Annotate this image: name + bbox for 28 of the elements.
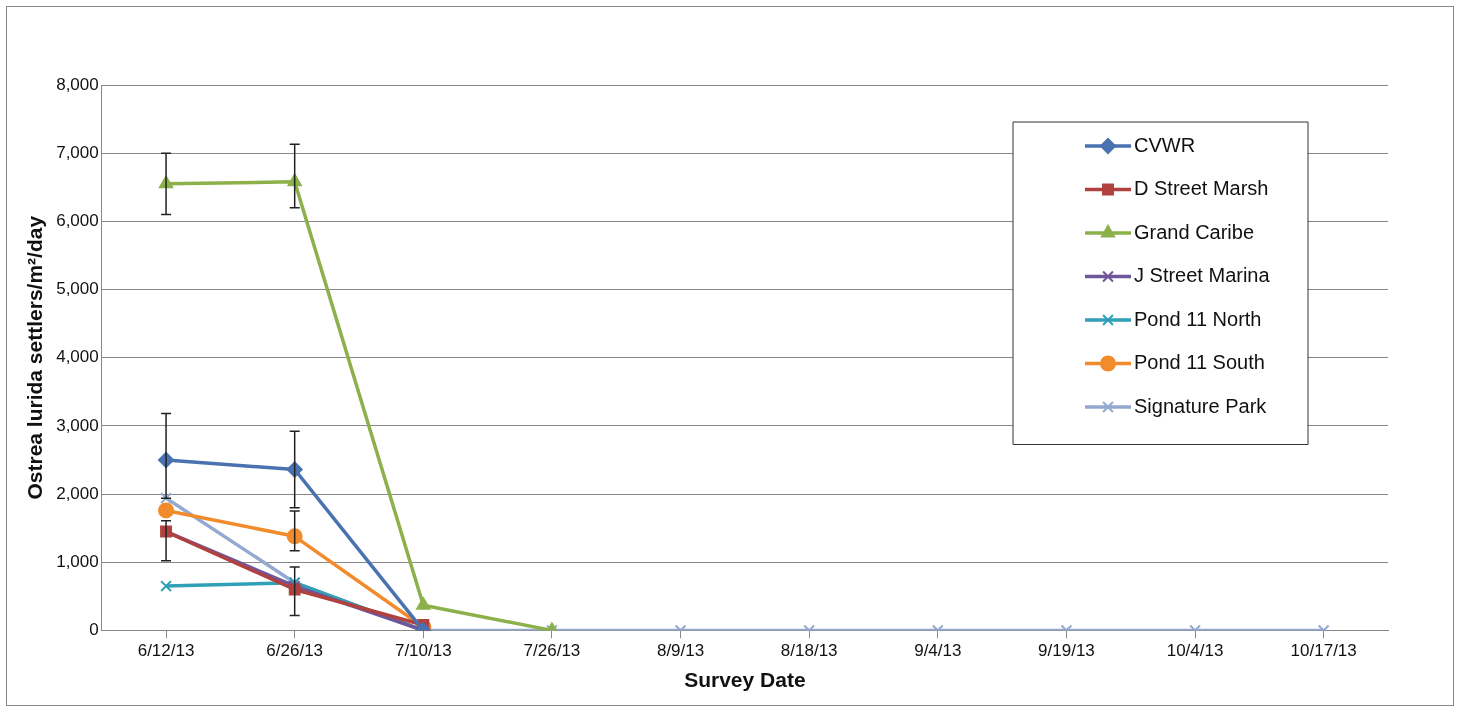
y-tick-label: 5,000 (56, 279, 99, 299)
y-axis-title: Ostrea lurida settlers/m²/day (23, 215, 47, 500)
x-tick-label: 10/17/13 (1290, 641, 1357, 661)
x-tick-label: 7/26/13 (523, 641, 581, 661)
x-tick-label: 9/4/13 (914, 641, 962, 661)
legend-label: J Street Marina (1134, 264, 1271, 287)
x-tick-label: 6/26/13 (266, 641, 324, 661)
legend-label: Pond 11 North (1134, 307, 1262, 330)
y-tick-label: 3,000 (56, 415, 99, 435)
x-axis-title: Survey Date (684, 668, 806, 692)
y-tick-label: 2,000 (56, 483, 99, 503)
legend-label: Grand Caribe (1134, 220, 1255, 243)
y-tick-label: 6,000 (56, 211, 99, 231)
x-tick-label: 7/10/13 (394, 641, 452, 661)
x-tick-label: 8/18/13 (780, 641, 838, 661)
y-tick-label: 1,000 (56, 551, 99, 571)
y-tick-label: 4,000 (56, 347, 99, 367)
x-tick-label: 8/9/13 (656, 641, 705, 661)
x-tick-label: 10/4/13 (1166, 641, 1224, 661)
x-tick-label: 6/12/13 (137, 641, 195, 661)
x-tick-label: 9/19/13 (1038, 641, 1095, 661)
legend-label: D Street Marsh (1134, 177, 1269, 200)
legend-label: CVWR (1134, 133, 1196, 156)
y-tick-label: 0 (89, 620, 99, 640)
legend-label: Signature Park (1134, 394, 1268, 417)
y-tick-label: 7,000 (56, 142, 99, 162)
y-tick-label: 8,000 (56, 74, 99, 94)
legend-label: Pond 11 South (1134, 351, 1265, 374)
